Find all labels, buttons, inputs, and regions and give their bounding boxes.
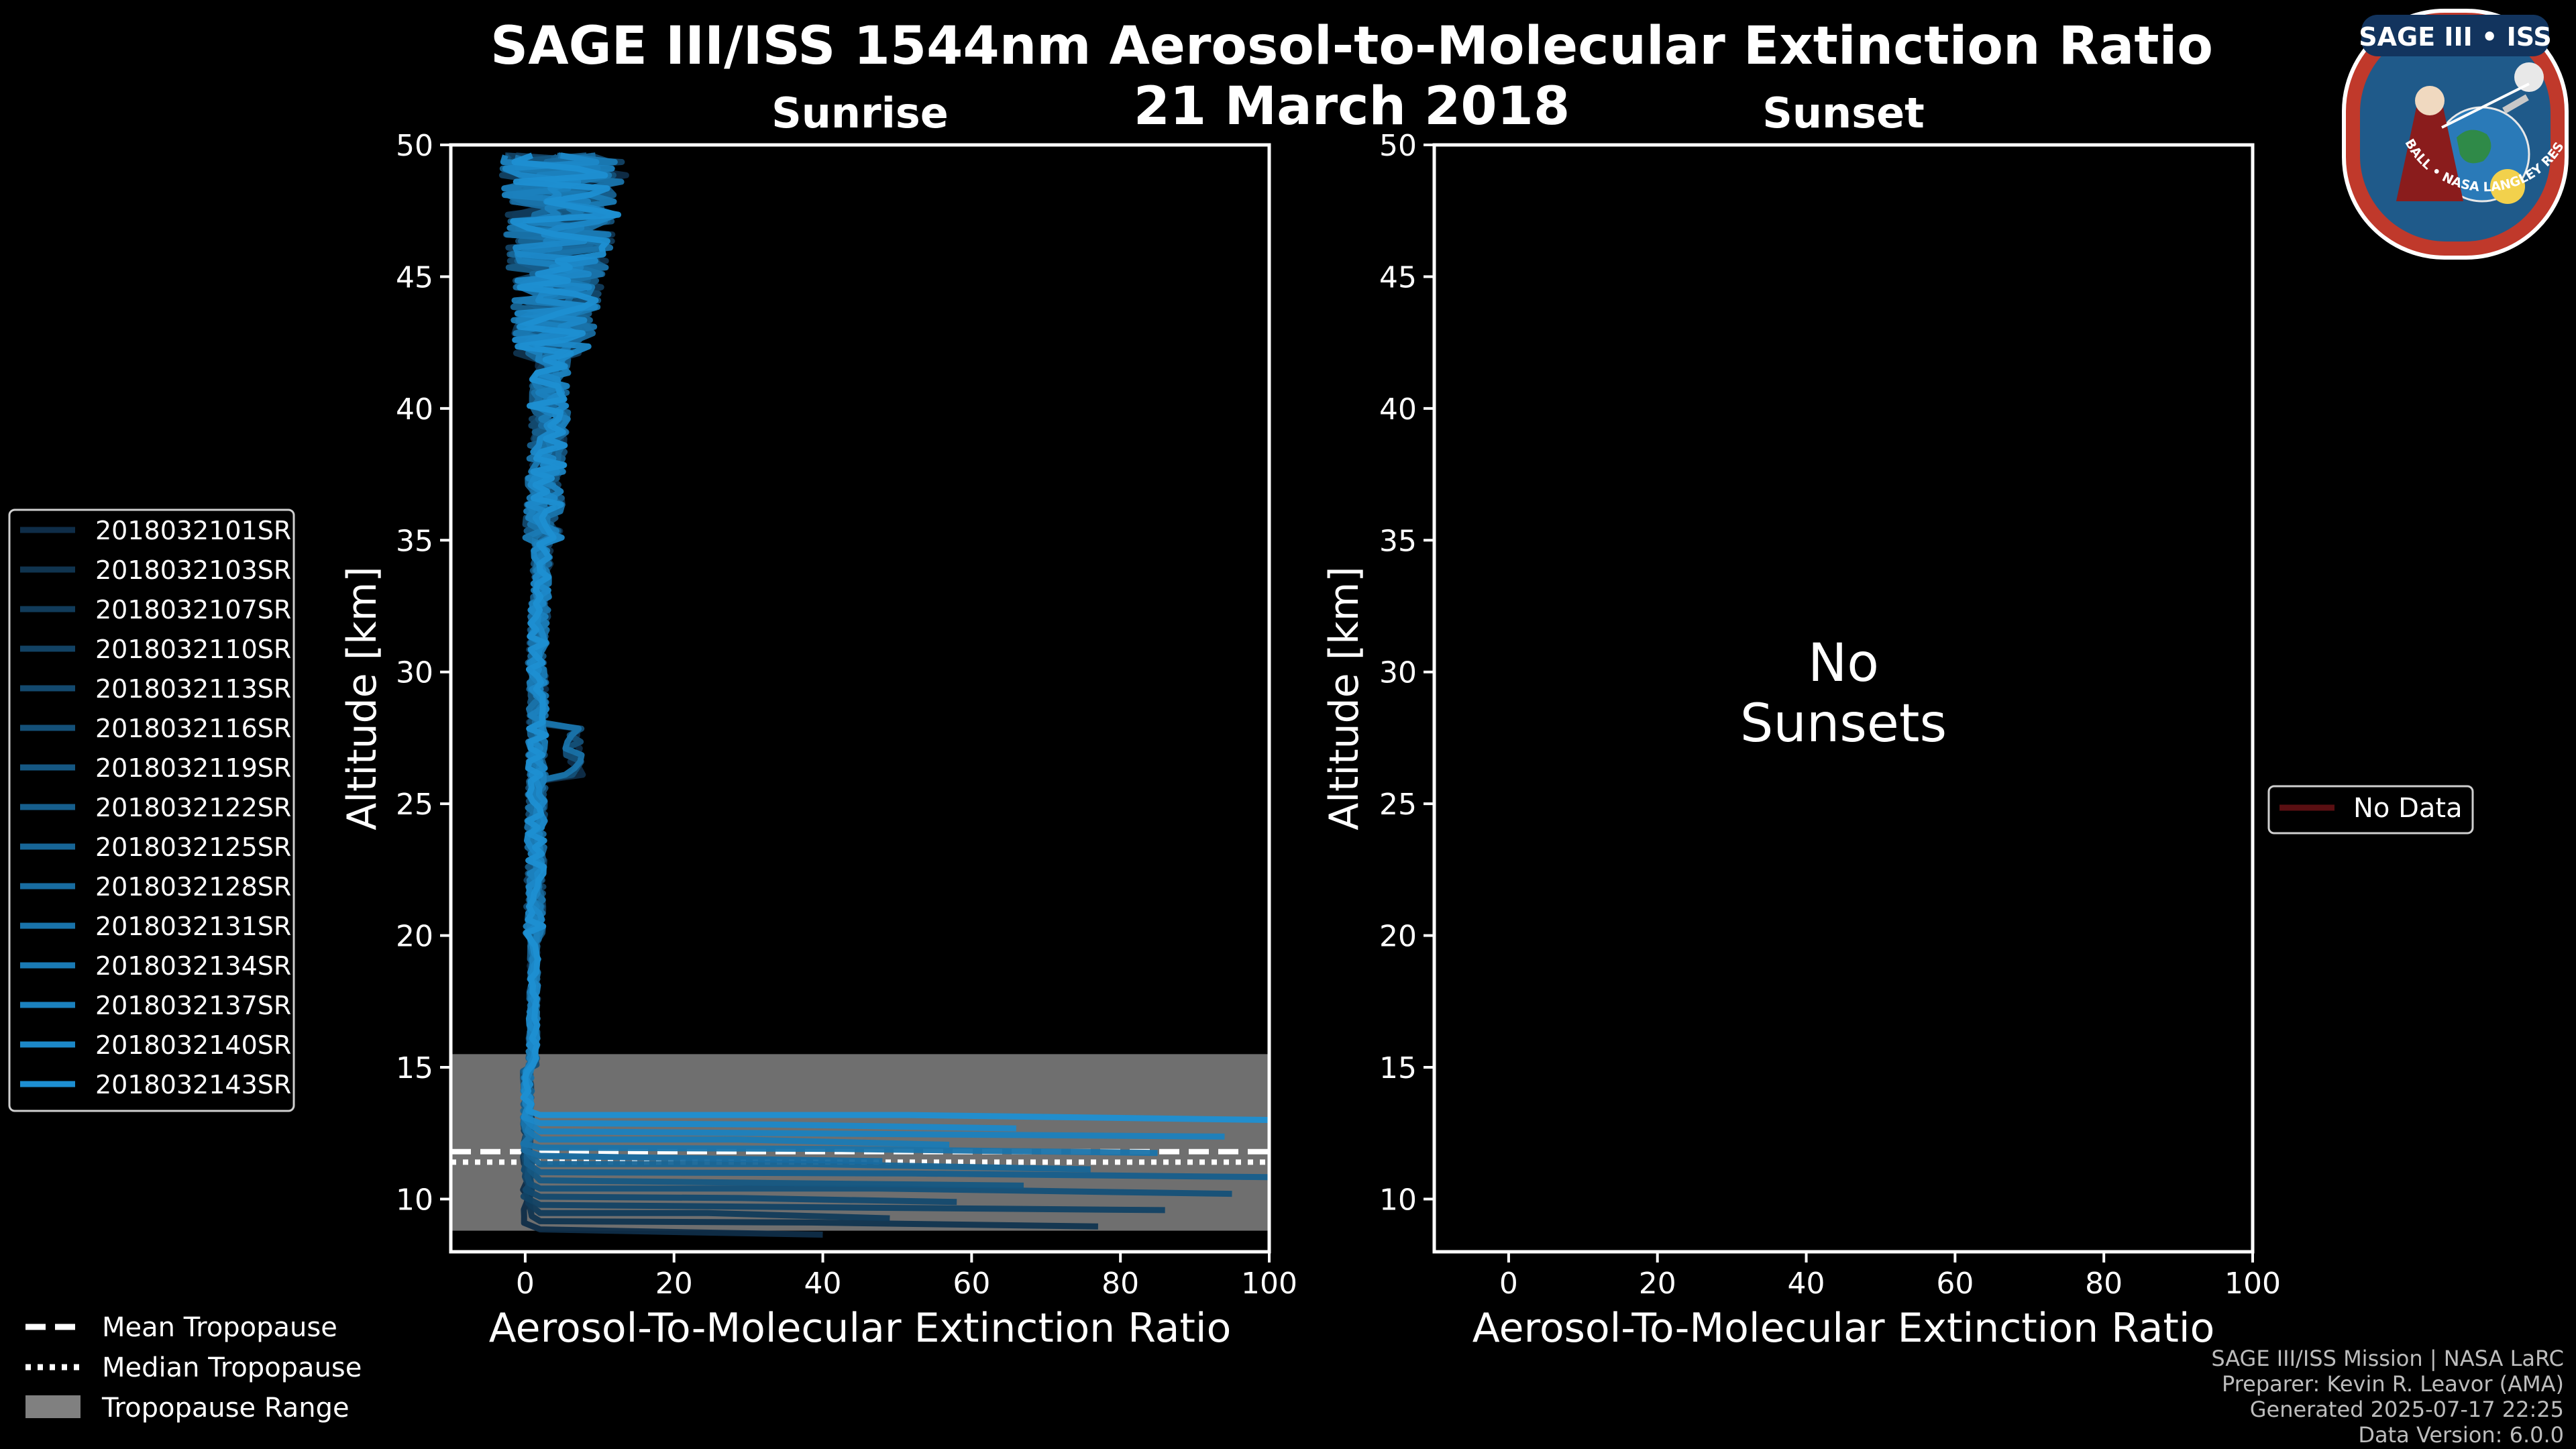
- legend-label-2018032113SR: 2018032113SR: [95, 674, 291, 704]
- sunrise-axes-frame: [449, 143, 1271, 1254]
- sunset-y-tick-label: 45: [1379, 260, 1417, 294]
- logo-banner: [2361, 15, 2549, 56]
- sunset-legend: No Data: [2267, 785, 2474, 835]
- footer-mission: SAGE III/ISS Mission | NASA LaRC: [2211, 1346, 2564, 1371]
- sunrise-y-tick-label: 45: [396, 260, 433, 294]
- sunset-x-tick-label: 0: [1499, 1267, 1518, 1301]
- telescope-beam-icon: [2441, 83, 2530, 129]
- sunrise-plot-area: [451, 152, 1269, 1238]
- sunrise-y-tick-label: 25: [396, 788, 433, 822]
- legend-label-2018032119SR: 2018032119SR: [95, 753, 291, 783]
- legend-label-2018032103SR: 2018032103SR: [95, 555, 291, 585]
- sunrise-x-axis-label: Aerosol-To-Molecular Extinction Ratio: [489, 1305, 1232, 1352]
- sunset-y-tick-label: 15: [1379, 1051, 1417, 1085]
- sunset-axes-background: [1434, 145, 2253, 1252]
- sunset-x-tick-label: 80: [2085, 1267, 2123, 1301]
- sunrise-panel-title: Sunrise: [771, 89, 949, 138]
- sunset-x-tick-label: 40: [1788, 1267, 1825, 1301]
- no-sunsets-message-line2: Sunsets: [1740, 694, 1947, 754]
- sunrise-x-tick-label: 60: [953, 1267, 990, 1301]
- sunrise-y-tick-label: 30: [396, 656, 433, 690]
- sunrise-x-tick-label: 80: [1102, 1267, 1139, 1301]
- series-legend: 2018032101SR 2018032103SR 2018032107SR 2018…: [8, 508, 295, 1112]
- figure-date: 21 March 2018: [1134, 76, 1570, 137]
- legend-label-2018032122SR: 2018032122SR: [95, 793, 291, 822]
- sunrise-y-tick-label: 10: [396, 1183, 433, 1217]
- astronomer-head-icon: [2415, 86, 2445, 115]
- astronomer-figure-icon: [2396, 107, 2463, 201]
- sunset-x-tick-label: 100: [2224, 1267, 2281, 1301]
- mean-tropopause-label: Mean Tropopause: [102, 1312, 337, 1343]
- sunrise-x-tick-label: 20: [655, 1267, 693, 1301]
- footer-preparer: Preparer: Kevin R. Leavor (AMA): [2222, 1371, 2564, 1397]
- figure-title: SAGE III/ISS 1544nm Aerosol-to-Molecular…: [490, 16, 2213, 76]
- legend-label-2018032116SR: 2018032116SR: [95, 714, 291, 743]
- sunrise-y-tick-label: 40: [396, 392, 433, 427]
- legend-label-2018032107SR: 2018032107SR: [95, 595, 291, 625]
- tropopause-legend: Mean Tropopause Median Tropopause Tropop…: [25, 1312, 362, 1424]
- sunrise-y-tick-label: 35: [396, 524, 433, 558]
- series-legend-items: 2018032101SR 2018032103SR 2018032107SR 2018…: [20, 516, 291, 1099]
- sunrise-x-tick-label: 0: [516, 1267, 535, 1301]
- sunset-panel: 0 20 40 60 80 100 10 15 20 25 30 35 40 45 50 Sunset Ae…: [1321, 89, 2281, 1352]
- tropopause-range-swatch: [25, 1395, 80, 1418]
- logo-title: SAGE III • ISS: [2359, 22, 2552, 52]
- sunset-y-tick-label: 25: [1379, 788, 1417, 822]
- no-sunsets-message-line1: No: [1808, 633, 1879, 694]
- sunrise-ticks: 0 20 40 60 80 100 10 15 20 25 30 35 40 45 50: [396, 129, 1297, 1301]
- legend-label-2018032134SR: 2018032134SR: [95, 951, 291, 981]
- sunset-axes-frame: [1432, 143, 2255, 1254]
- sunrise-y-tick-label: 50: [396, 129, 433, 163]
- sunset-ticks: 0 20 40 60 80 100 10 15 20 25 30 35 40 45 50: [1379, 129, 2281, 1301]
- sunset-y-tick-label: 20: [1379, 920, 1417, 954]
- footer-credits: SAGE III/ISS Mission | NASA LaRC Prepare…: [2211, 1346, 2564, 1448]
- sunset-x-tick-label: 20: [1639, 1267, 1676, 1301]
- no-data-legend-label: No Data: [2353, 793, 2463, 824]
- median-tropopause-label: Median Tropopause: [102, 1352, 362, 1383]
- sunrise-panel: 0 20 40 60 80 100 10 15 20 25 30 35 40 45 50 Sunrise A…: [339, 89, 1297, 1352]
- footer-generated: Generated 2025-07-17 22:25: [2250, 1397, 2564, 1422]
- legend-label-2018032140SR: 2018032140SR: [95, 1030, 291, 1060]
- sunset-y-tick-label: 35: [1379, 524, 1417, 558]
- legend-label-2018032110SR: 2018032110SR: [95, 635, 291, 664]
- sun-icon: [2490, 169, 2525, 204]
- legend-label-2018032143SR: 2018032143SR: [95, 1070, 291, 1099]
- sunset-y-tick-label: 30: [1379, 656, 1417, 690]
- sunset-x-axis-label: Aerosol-To-Molecular Extinction Ratio: [1472, 1305, 2215, 1352]
- tropopause-range-label: Tropopause Range: [101, 1393, 350, 1424]
- sunrise-x-tick-label: 100: [1241, 1267, 1297, 1301]
- sunrise-y-axis-label: Altitude [km]: [339, 566, 386, 830]
- legend-label-2018032131SR: 2018032131SR: [95, 912, 291, 941]
- iss-station-icon: [2502, 94, 2529, 114]
- sunset-legend-box: [2267, 785, 2474, 835]
- sunrise-x-tick-label: 40: [804, 1267, 842, 1301]
- continent-icon: [2457, 129, 2491, 164]
- footer-data-version: Data Version: 6.0.0: [2358, 1422, 2564, 1448]
- moon-icon: [2514, 62, 2544, 92]
- sunset-panel-title: Sunset: [1762, 89, 1925, 138]
- series-line-2018032143SR: [510, 152, 1269, 1124]
- sunset-x-tick-label: 60: [1936, 1267, 1974, 1301]
- legend-label-2018032125SR: 2018032125SR: [95, 833, 291, 862]
- sunset-y-tick-label: 40: [1379, 392, 1417, 427]
- legend-label-2018032128SR: 2018032128SR: [95, 872, 291, 902]
- sunrise-y-tick-label: 15: [396, 1051, 433, 1085]
- sunset-y-axis-label: Altitude [km]: [1321, 566, 1368, 830]
- sunset-y-tick-label: 50: [1379, 129, 1417, 163]
- sunrise-y-tick-label: 20: [396, 920, 433, 954]
- legend-label-2018032137SR: 2018032137SR: [95, 991, 291, 1020]
- legend-label-2018032101SR: 2018032101SR: [95, 516, 291, 545]
- sunset-y-tick-label: 10: [1379, 1183, 1417, 1217]
- series-legend-box: [8, 508, 295, 1112]
